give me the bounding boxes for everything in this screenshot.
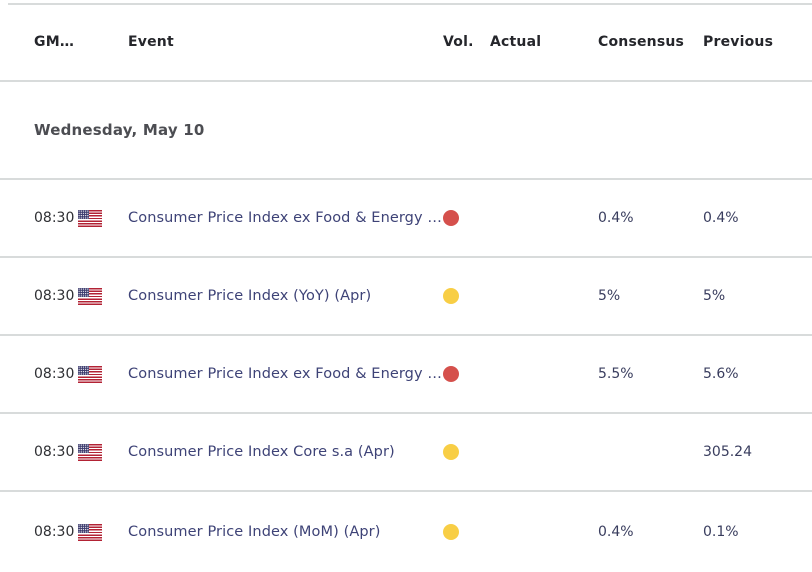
previous-value: 5.6% xyxy=(703,366,739,382)
event-name-cell: Consumer Price Index Core s.a (Apr) xyxy=(128,444,443,460)
event-link[interactable]: Consumer Price Index ex Food & Energy … xyxy=(128,210,442,226)
country-flag-cell xyxy=(78,443,128,461)
event-time: 08:30 xyxy=(34,288,75,304)
us-flag-icon xyxy=(78,523,102,541)
event-time: 08:30 xyxy=(34,444,75,460)
flag-canton xyxy=(78,443,89,453)
column-header-gmt: GM… xyxy=(34,34,75,50)
event-link[interactable]: Consumer Price Index ex Food & Energy … xyxy=(128,366,442,382)
day-label: Wednesday, May 10 xyxy=(34,121,205,139)
event-time: 08:30 xyxy=(34,524,75,540)
previous-value: 0.4% xyxy=(703,210,739,226)
column-header-actual: Actual xyxy=(490,34,542,50)
previous-value: 305.24 xyxy=(703,444,752,460)
column-header-vol: Vol. xyxy=(443,34,474,50)
event-name-cell: Consumer Price Index (MoM) (Apr) xyxy=(128,524,443,540)
volatility-cell xyxy=(443,288,490,304)
event-name-cell: Consumer Price Index ex Food & Energy … xyxy=(128,366,443,382)
event-time: 08:30 xyxy=(34,366,75,382)
event-name-cell: Consumer Price Index ex Food & Energy … xyxy=(128,210,443,226)
flag-canton xyxy=(78,209,89,219)
flag-canton xyxy=(78,365,89,375)
event-name-cell: Consumer Price Index (YoY) (Apr) xyxy=(128,288,443,304)
column-header-event: Event xyxy=(128,34,174,50)
us-flag-icon xyxy=(78,365,102,383)
country-flag-cell xyxy=(78,365,128,383)
volatility-cell xyxy=(443,524,490,540)
event-time: 08:30 xyxy=(34,210,75,226)
column-header-consensus: Consensus xyxy=(598,34,685,50)
event-row[interactable]: 08:30 Consumer Price Index ex Food & Ene… xyxy=(0,180,812,258)
volatility-cell xyxy=(443,210,490,226)
us-flag-icon xyxy=(78,443,102,461)
previous-value: 5% xyxy=(703,288,726,304)
volatility-dot xyxy=(443,366,459,382)
event-row[interactable]: 08:30 Consumer Price Index (YoY) (Apr) 5… xyxy=(0,258,812,336)
event-row[interactable]: 08:30 Consumer Price Index Core s.a (Apr… xyxy=(0,414,812,492)
event-link[interactable]: Consumer Price Index (MoM) (Apr) xyxy=(128,524,381,540)
volatility-dot xyxy=(443,210,459,226)
event-row[interactable]: 08:30 Consumer Price Index (MoM) (Apr) 0… xyxy=(0,492,812,572)
table-header-row: GM… Event Vol. Actual Consensus Previous xyxy=(0,4,812,82)
country-flag-cell xyxy=(78,209,128,227)
day-section-row: Wednesday, May 10 xyxy=(0,82,812,180)
previous-value: 0.1% xyxy=(703,524,739,540)
country-flag-cell xyxy=(78,523,128,541)
country-flag-cell xyxy=(78,287,128,305)
volatility-cell xyxy=(443,444,490,460)
volatility-dot xyxy=(443,288,459,304)
volatility-cell xyxy=(443,366,490,382)
consensus-value: 5% xyxy=(598,288,621,304)
consensus-value: 5.5% xyxy=(598,366,634,382)
flag-canton xyxy=(78,287,89,297)
column-header-previous: Previous xyxy=(703,34,774,50)
volatility-dot xyxy=(443,444,459,460)
flag-canton xyxy=(78,523,89,533)
us-flag-icon xyxy=(78,287,102,305)
us-flag-icon xyxy=(78,209,102,227)
event-link[interactable]: Consumer Price Index (YoY) (Apr) xyxy=(128,288,372,304)
consensus-value: 0.4% xyxy=(598,210,634,226)
consensus-value: 0.4% xyxy=(598,524,634,540)
event-link[interactable]: Consumer Price Index Core s.a (Apr) xyxy=(128,444,395,460)
event-row[interactable]: 08:30 Consumer Price Index ex Food & Ene… xyxy=(0,336,812,414)
volatility-dot xyxy=(443,524,459,540)
